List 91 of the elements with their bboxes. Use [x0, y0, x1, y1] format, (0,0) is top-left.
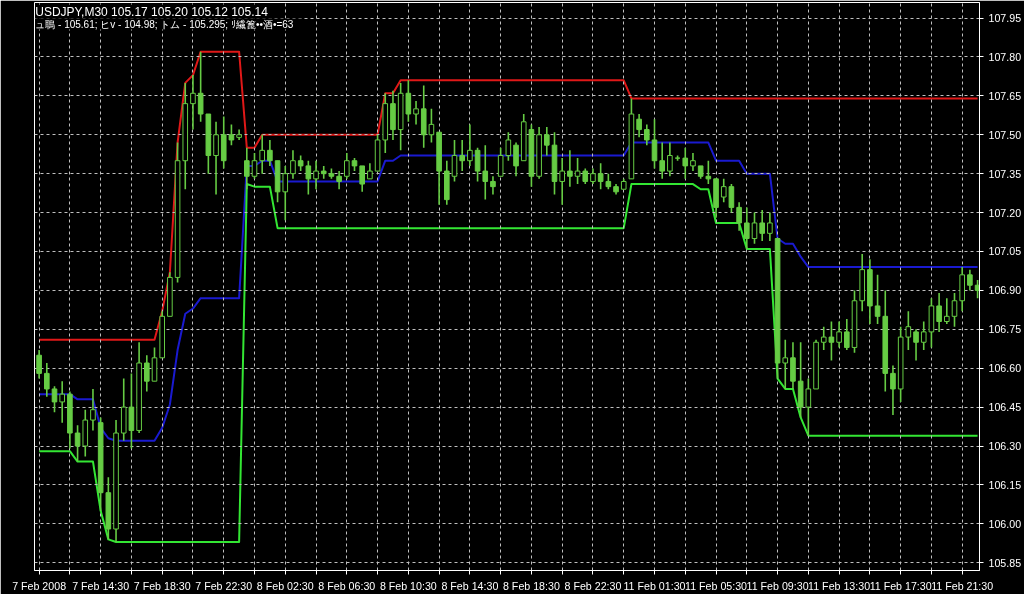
candlestick [890, 364, 896, 416]
y-tick-label: 106.90 [988, 284, 1022, 297]
candlestick [920, 320, 927, 351]
candlestick [751, 211, 758, 245]
candlestick [290, 149, 296, 180]
candlestick [736, 201, 742, 232]
candlestick [667, 141, 673, 178]
candlestick [490, 175, 496, 196]
x-tick-label: 8 Feb 18:30 [502, 579, 560, 592]
candlestick [659, 141, 665, 180]
candlestick [682, 146, 689, 180]
y-tick-label: 107.95 [988, 12, 1022, 25]
candlestick [144, 354, 150, 393]
line-series [38, 50, 979, 341]
x-tick-label: 8 Feb 14:30 [441, 579, 499, 592]
candlestick [944, 297, 950, 325]
y-tick-label: 107.65 [988, 89, 1022, 102]
candlestick [344, 152, 350, 180]
x-tick-label: 7 Feb 18:30 [133, 579, 191, 592]
candlestick [967, 268, 973, 292]
candlestick [59, 380, 65, 424]
x-tick-label: 8 Feb 06:30 [318, 579, 376, 592]
y-tick-label: 107.80 [988, 50, 1022, 63]
x-tick-label: 7 Feb 22:30 [195, 579, 253, 592]
candlestick [251, 152, 258, 180]
candlestick [544, 126, 550, 157]
candlestick [51, 385, 58, 414]
x-tick-label: 11 Feb 01:30 [623, 579, 686, 592]
y-tick-label: 106.00 [988, 517, 1022, 530]
candlestick [151, 346, 158, 382]
candlestick [513, 141, 519, 178]
x-tick-label: 11 Feb 09:30 [746, 579, 809, 592]
candlestick [844, 318, 850, 351]
candlestick [90, 388, 96, 432]
candlestick [759, 209, 765, 242]
y-tick-label: 107.05 [988, 245, 1022, 258]
candlestick [336, 170, 342, 191]
candlestick [905, 310, 912, 351]
candlestick [790, 341, 796, 390]
y-tick-label: 106.15 [988, 478, 1022, 491]
x-tick-label: 11 Feb 13:30 [808, 579, 871, 592]
y-tick-label: 107.20 [988, 206, 1022, 219]
candlestick [705, 159, 712, 185]
x-tick-label: 11 Feb 21:30 [931, 579, 994, 592]
candlestick [636, 113, 642, 139]
candlestick [413, 100, 419, 126]
candlestick [244, 146, 250, 191]
x-tick-label: 8 Feb 02:30 [256, 579, 314, 592]
candlestick [451, 139, 458, 183]
y-tick-label: 106.75 [988, 323, 1022, 336]
candlestick [936, 292, 942, 333]
candlestick [651, 118, 658, 170]
y-tick-label: 107.35 [988, 167, 1022, 180]
y-tick-label: 105.85 [988, 556, 1022, 569]
candlestick [567, 149, 573, 188]
candlestick [459, 139, 465, 172]
candlestick [767, 211, 773, 242]
candlestick [951, 292, 958, 328]
y-tick-label: 106.60 [988, 362, 1022, 375]
candlestick [874, 274, 881, 325]
candlestick [644, 123, 650, 146]
candlestick [474, 146, 481, 183]
candlestick [267, 139, 273, 167]
x-tick-label: 11 Feb 05:30 [685, 579, 748, 592]
y-tick-label: 106.45 [988, 401, 1022, 414]
x-tick-label: 8 Feb 22:30 [564, 579, 622, 592]
candlestick [305, 159, 312, 196]
candlestick [259, 133, 265, 175]
candlestick [313, 159, 319, 191]
candlestick [744, 206, 750, 250]
candlestick [36, 349, 42, 380]
x-tick-label: 7 Feb 14:30 [72, 579, 130, 592]
candlestick [482, 144, 489, 201]
candlestick [836, 320, 842, 349]
candlestick [559, 157, 565, 206]
candlestick [913, 328, 919, 362]
chart-title: USDJPY,M30 105.17 105.20 105.12 105.14 [35, 4, 269, 19]
x-tick-label: 11 Feb 17:30 [869, 579, 932, 592]
candlestick [213, 121, 219, 196]
candlestick [44, 362, 50, 398]
text: ュ鵈 - 105.61; ヒv - 104.98; トム - 105.295; ﾘ繊篦••酒•=63 [35, 18, 294, 30]
candlestick [359, 165, 365, 193]
y-tick-label: 107.50 [988, 128, 1022, 141]
candlestick [197, 50, 204, 123]
candlestick [190, 74, 196, 131]
x-tick-label: 7 Feb 2008 [12, 579, 67, 592]
candlestick [690, 152, 696, 172]
candlestick [467, 123, 473, 167]
line-series [38, 183, 979, 543]
x-tick-label: 8 Feb 10:30 [379, 579, 437, 592]
y-tick-label: 106.30 [988, 440, 1022, 453]
